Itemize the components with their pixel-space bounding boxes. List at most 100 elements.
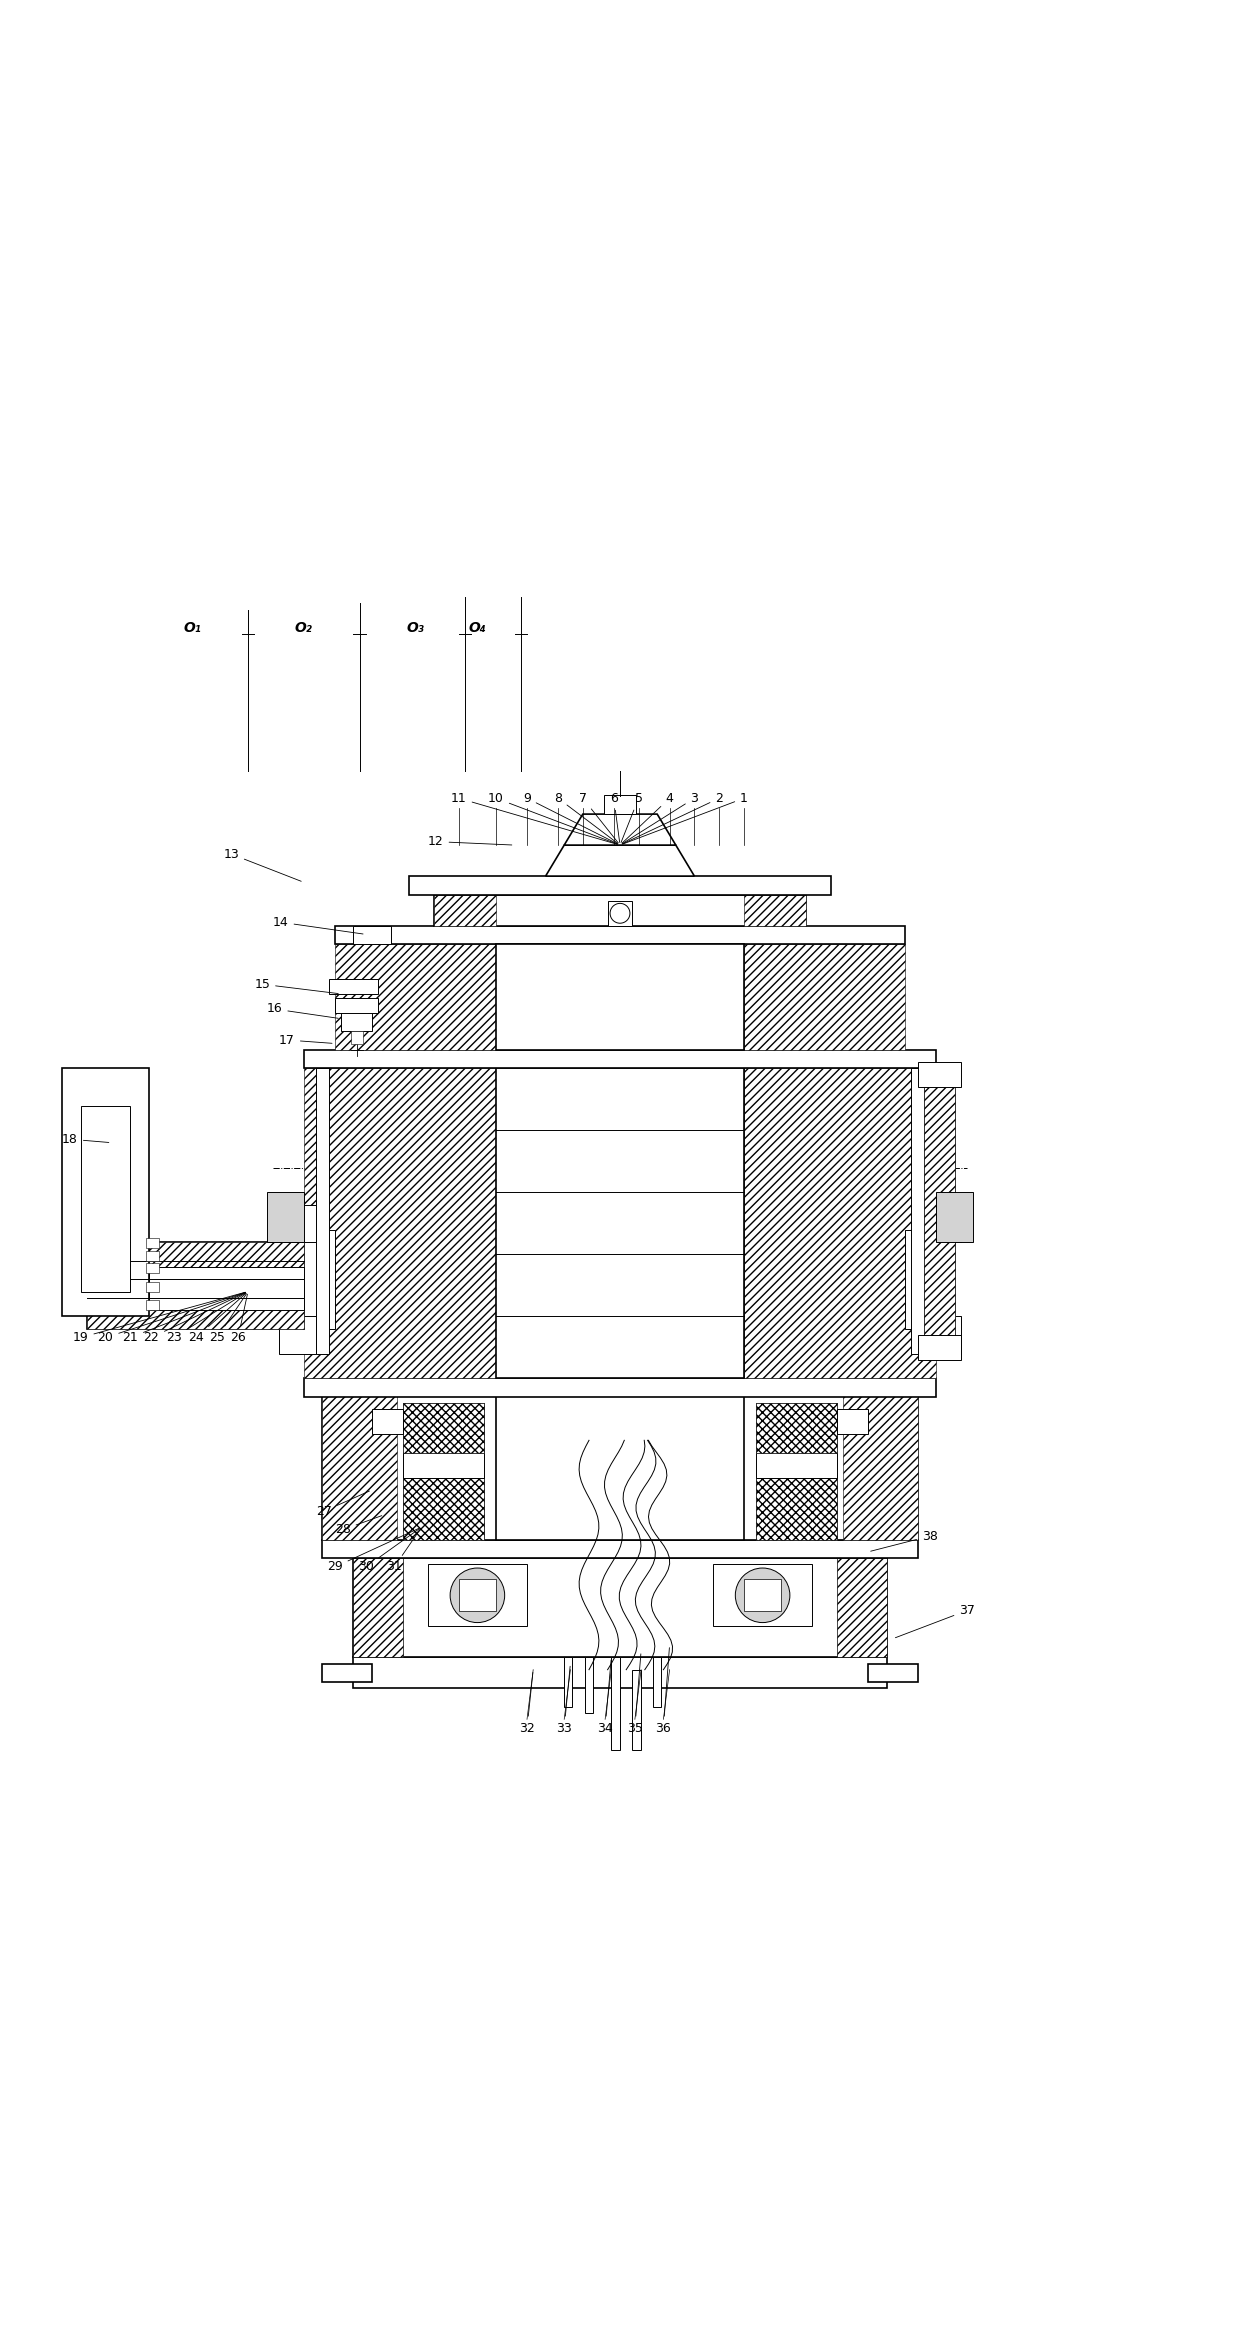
Bar — [409, 876, 831, 894]
Polygon shape — [403, 1478, 484, 1539]
Text: 31: 31 — [387, 1529, 420, 1574]
Polygon shape — [744, 894, 806, 925]
Bar — [353, 1658, 887, 1688]
Text: 16: 16 — [267, 1002, 339, 1018]
Bar — [372, 1410, 403, 1434]
Bar — [146, 1301, 159, 1310]
Bar — [267, 1193, 304, 1242]
Text: 35: 35 — [627, 1653, 642, 1735]
Text: 6: 6 — [610, 792, 620, 843]
Bar — [611, 1658, 620, 1751]
Bar — [149, 1266, 304, 1310]
Text: 28: 28 — [335, 1515, 382, 1536]
Bar — [924, 1069, 955, 1354]
Bar — [924, 1205, 961, 1242]
Bar — [353, 925, 391, 943]
Text: 13: 13 — [223, 848, 301, 880]
Bar — [756, 1403, 837, 1452]
Text: 23: 23 — [166, 1294, 246, 1345]
Bar — [279, 1317, 316, 1354]
Circle shape — [450, 1569, 505, 1623]
Bar — [918, 1062, 961, 1086]
Bar — [316, 1069, 329, 1354]
Polygon shape — [434, 894, 496, 925]
Text: 5: 5 — [621, 792, 642, 843]
Bar — [322, 1266, 918, 1539]
Bar — [62, 1069, 149, 1317]
Polygon shape — [353, 1557, 403, 1658]
Text: 26: 26 — [231, 1294, 248, 1345]
Text: 19: 19 — [73, 1291, 246, 1345]
Bar — [496, 1069, 744, 1378]
Text: 21: 21 — [123, 1294, 246, 1345]
Polygon shape — [756, 1403, 837, 1452]
Text: 36: 36 — [656, 1649, 671, 1735]
Bar — [564, 1658, 572, 1707]
Text: O₄: O₄ — [469, 621, 486, 635]
Text: 27: 27 — [316, 1492, 370, 1518]
Text: O₁: O₁ — [184, 621, 201, 635]
Bar — [304, 1231, 335, 1329]
Bar — [403, 1403, 484, 1452]
Bar — [434, 894, 806, 925]
Polygon shape — [403, 1403, 484, 1452]
Text: 34: 34 — [598, 1660, 613, 1735]
Polygon shape — [335, 943, 496, 1051]
Bar — [756, 1478, 837, 1539]
Text: 9: 9 — [523, 792, 618, 843]
Bar — [304, 1378, 936, 1396]
Bar — [149, 1280, 304, 1298]
Bar — [585, 1658, 593, 1714]
Bar — [335, 997, 378, 1013]
Text: 24: 24 — [188, 1294, 246, 1345]
Bar — [341, 999, 372, 1032]
Bar — [335, 925, 905, 943]
Bar — [403, 1478, 484, 1539]
Bar — [911, 1069, 924, 1354]
Bar — [837, 1410, 868, 1434]
Polygon shape — [837, 1557, 887, 1658]
Text: 20: 20 — [98, 1291, 246, 1345]
Text: 38: 38 — [870, 1529, 937, 1550]
Polygon shape — [564, 815, 676, 845]
Text: 14: 14 — [273, 915, 363, 934]
Bar — [653, 1658, 661, 1707]
Bar — [146, 1238, 159, 1249]
Text: 1: 1 — [622, 792, 748, 845]
Bar — [496, 943, 744, 1051]
Bar — [329, 978, 378, 995]
Bar — [322, 1539, 918, 1557]
Bar — [459, 1578, 496, 1611]
Bar — [353, 1557, 887, 1658]
Circle shape — [610, 904, 630, 922]
Bar — [403, 1452, 484, 1478]
Polygon shape — [87, 1242, 304, 1329]
Bar — [608, 901, 632, 925]
Polygon shape — [87, 1242, 304, 1329]
Polygon shape — [744, 943, 905, 1051]
Bar — [868, 1663, 918, 1681]
Text: 4: 4 — [622, 792, 673, 843]
Polygon shape — [546, 845, 694, 876]
Bar — [632, 1670, 641, 1751]
Text: 12: 12 — [428, 836, 512, 848]
Polygon shape — [924, 1069, 955, 1354]
Polygon shape — [744, 1069, 936, 1378]
Bar — [918, 1336, 961, 1359]
Circle shape — [735, 1569, 790, 1623]
Text: 32: 32 — [520, 1672, 534, 1735]
Text: 10: 10 — [489, 792, 618, 845]
Text: 37: 37 — [895, 1604, 975, 1637]
Bar — [81, 1104, 130, 1291]
Polygon shape — [843, 1266, 918, 1539]
Text: 22: 22 — [144, 1294, 246, 1345]
Bar — [924, 1317, 961, 1354]
Bar — [322, 1663, 372, 1681]
Bar — [744, 1578, 781, 1611]
Bar — [428, 1564, 527, 1625]
Text: 7: 7 — [579, 792, 619, 843]
Polygon shape — [304, 1069, 496, 1378]
Text: 18: 18 — [62, 1132, 109, 1146]
Bar — [756, 1452, 837, 1478]
Bar — [604, 796, 636, 815]
